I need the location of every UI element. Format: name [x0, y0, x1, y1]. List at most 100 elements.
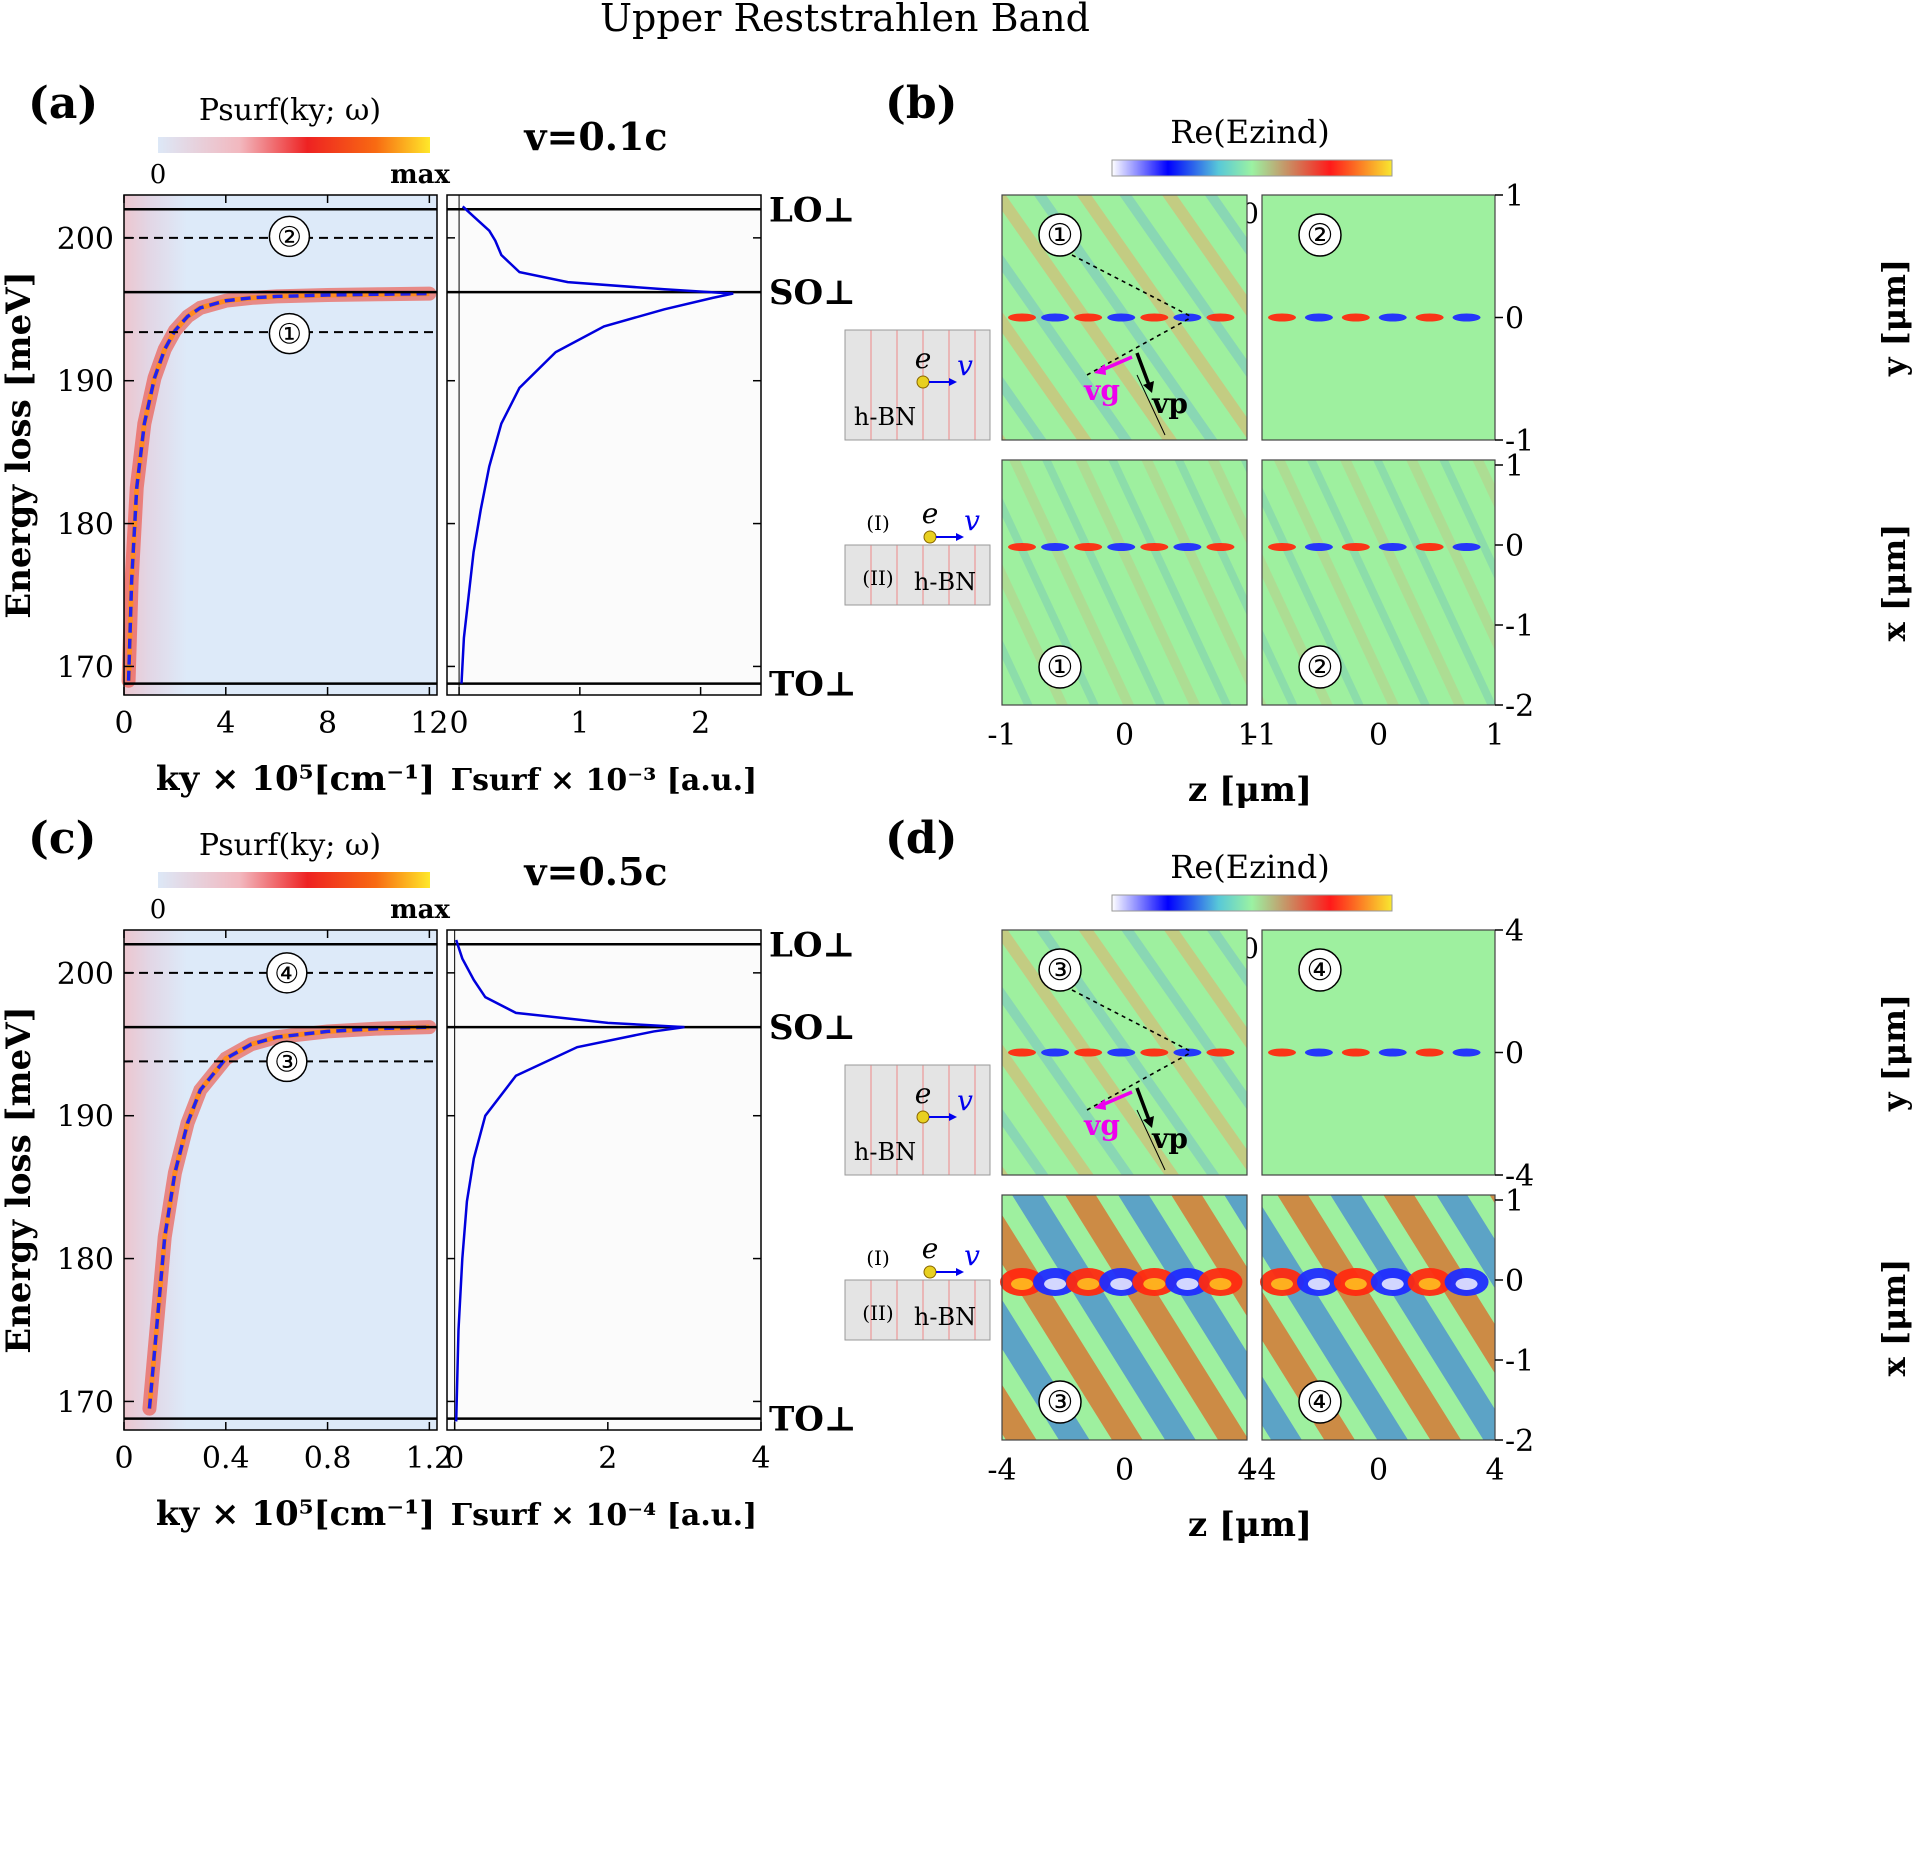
wake-lobe	[1008, 313, 1036, 322]
field-y-axis-label: y [μm]	[1875, 994, 1913, 1112]
field-z-axis-label: z [μm]	[1188, 1505, 1312, 1545]
field-ytick-label-top: 1	[1505, 179, 1524, 214]
field-xtick-label: 0	[1369, 718, 1388, 753]
material-label-top: h-BN	[854, 403, 916, 431]
vp-guide	[1136, 1109, 1166, 1171]
vg-label: vg	[1083, 374, 1120, 407]
field-map-bottom-right: ④	[1260, 1194, 1496, 1441]
heatmap-ytick-label: 180	[57, 1243, 114, 1278]
vp-arrow	[1135, 352, 1151, 386]
vp-guide	[1136, 374, 1166, 436]
spectrum-x-axis-label: Γsurf × 10⁻⁴ [a.u.]	[451, 1498, 757, 1533]
field-marker-label: ③	[1047, 953, 1074, 988]
field-colorbar	[1111, 894, 1393, 912]
spectrum-xtick-label: 0	[445, 1441, 464, 1476]
v-label-bottom: v	[964, 1239, 980, 1272]
panel-label-left: (c)	[28, 813, 96, 864]
vg-arrowhead	[1094, 364, 1106, 375]
surf-colorbar-min: 0	[150, 160, 167, 190]
field-map-top-left: ③	[1001, 929, 1248, 1176]
wake-lobe	[1041, 1048, 1070, 1057]
field-map-bottom-right: ②	[1261, 459, 1496, 706]
surf-colorbar	[158, 137, 430, 153]
field-map-bottom-left: ①	[1001, 459, 1248, 706]
vp-label: vp	[1151, 1122, 1188, 1155]
wake-lobe	[1173, 543, 1202, 551]
wake-lobe	[1140, 1048, 1169, 1057]
velocity-label: v=0.1c	[523, 114, 667, 159]
velocity-arrowhead-top	[949, 1113, 957, 1121]
figure-title: Upper Reststrahlen Band	[600, 0, 1090, 40]
field-map-top-right: ④	[1261, 929, 1496, 1176]
heatmap-ytick-label: 200	[57, 222, 114, 257]
field-xtick-label: 4	[1237, 1453, 1256, 1488]
wake-lobe	[1452, 543, 1481, 551]
electron-icon-top	[916, 375, 930, 389]
field-map-frame	[1001, 459, 1248, 706]
field-marker-circle	[1038, 1380, 1082, 1424]
wake-lobe	[1452, 313, 1481, 322]
state-marker-circle	[268, 215, 311, 258]
field-map-background	[1262, 460, 1495, 705]
surf-colorbar	[158, 872, 430, 888]
v-label-top: v	[957, 349, 973, 382]
electron-icon-bottom	[923, 530, 937, 544]
wake-lobe	[1341, 1048, 1370, 1057]
electron-label-bottom: e	[922, 1232, 939, 1265]
field-ytick-label-bottom: 1	[1505, 449, 1524, 484]
wake-lobe	[1140, 543, 1169, 551]
vp-arrowhead	[1143, 381, 1154, 393]
panel-label-left: (a)	[28, 78, 98, 129]
electron-icon-bottom	[923, 1265, 937, 1279]
velocity-arrowhead-top	[949, 378, 957, 386]
vg-label: vg	[1083, 1109, 1120, 1142]
field-ytick-label-bottom: -1	[1505, 1344, 1534, 1379]
field-ytick-label-bottom: -1	[1505, 609, 1534, 644]
hbn-slab-bottom	[844, 1279, 991, 1341]
field-marker-label: ①	[1047, 650, 1074, 685]
region-label-vacuum: (I)	[866, 511, 890, 535]
field-colorbar	[1111, 159, 1393, 177]
wake-lobe	[1107, 313, 1136, 322]
field-colorbar-title: Re(Ezind)	[1170, 113, 1330, 151]
field-ytick-label-top: -4	[1505, 1159, 1534, 1194]
wake-lobe	[1415, 543, 1444, 551]
surf-colorbar-title: Psurf(ky; ω)	[199, 828, 381, 863]
heatmap-x-axis-label: ky × 10⁵[cm⁻¹]	[156, 759, 435, 799]
heatmap-xtick-label: 0.8	[304, 1441, 352, 1476]
field-xtick-label: 0	[1115, 718, 1134, 753]
level-label: SO⊥	[769, 1008, 856, 1048]
heatmap-background	[124, 195, 437, 695]
field-marker-label: ①	[1047, 218, 1074, 253]
spectrum-xtick-label: 2	[598, 1441, 617, 1476]
wake-lobe	[1268, 313, 1296, 322]
wake-lobe	[1074, 313, 1103, 322]
field-map-frame	[1001, 1194, 1248, 1441]
field-map-bottom-left: ③	[1000, 1194, 1248, 1441]
heatmap-ytick-label: 180	[57, 508, 114, 543]
field-map-frame	[1001, 194, 1248, 441]
field-marker-label: ④	[1307, 1385, 1334, 1420]
field-marker-circle	[1298, 645, 1342, 689]
wake-lobe	[1173, 313, 1202, 322]
state-marker-label: ②	[277, 220, 302, 253]
spectrum-xtick-label: 4	[751, 1441, 770, 1476]
wake-lobe	[1041, 313, 1070, 322]
cone-line-upper	[1071, 989, 1193, 1053]
state-marker-circle	[268, 312, 311, 355]
field-y-axis-label: y [μm]	[1875, 259, 1913, 377]
wake-lobe	[1107, 543, 1136, 551]
y-axis-label: Energy loss [meV]	[0, 271, 39, 618]
field-map-frame	[1261, 1194, 1496, 1441]
field-ytick-label-top: 0	[1505, 1037, 1524, 1072]
spectrum-curve	[460, 205, 734, 684]
v-label-bottom: v	[964, 504, 980, 537]
wake-lobe	[1008, 1048, 1036, 1057]
cone-line-upper	[1071, 254, 1193, 318]
field-marker-circle	[1038, 213, 1082, 257]
electron-icon-top	[916, 1110, 930, 1124]
heatmap-ytick-label: 170	[57, 650, 114, 685]
field-marker-label: ④	[1307, 953, 1334, 988]
